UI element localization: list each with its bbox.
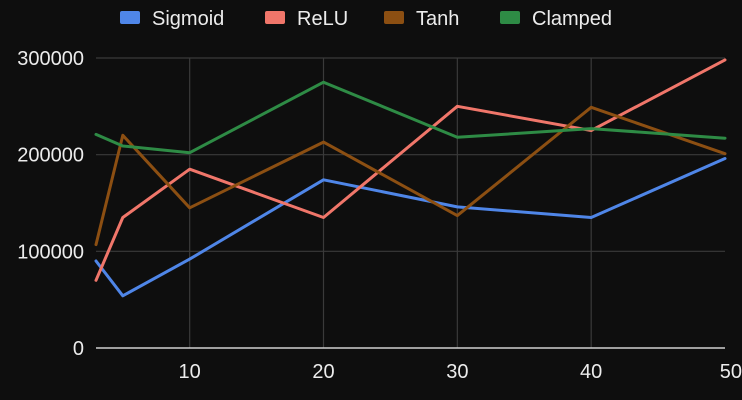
legend-swatch-tanh (384, 11, 404, 24)
y-tick-label: 300000 (17, 48, 84, 70)
series-line-relu[interactable] (94, 58, 727, 282)
legend-swatch-sigmoid (120, 11, 140, 24)
y-tick-label: 200000 (17, 145, 84, 167)
x-tick-label: 10 (179, 361, 201, 383)
legend-label-relu: ReLU (297, 8, 348, 30)
legend-label-sigmoid: Sigmoid (152, 8, 224, 30)
legend-swatch-relu (265, 11, 285, 24)
series-line-clamped[interactable] (94, 80, 727, 155)
series-line-tanh[interactable] (94, 105, 727, 247)
series-layer (94, 58, 727, 298)
x-tick-label: 30 (446, 361, 468, 383)
x-tick-label: 20 (312, 361, 334, 383)
grid-layer (96, 57, 725, 348)
legend-label-clamped: Clamped (532, 8, 612, 30)
y-tick-label: 0 (73, 338, 84, 360)
x-tick-label: 50 (720, 361, 742, 383)
series-line-sigmoid[interactable] (94, 157, 727, 298)
legend-label-tanh: Tanh (416, 8, 459, 30)
x-tick-label: 40 (580, 361, 602, 383)
legend-swatch-clamped (500, 11, 520, 24)
y-tick-label: 100000 (17, 241, 84, 263)
axis-layer: 0 100000 200000 300000 10 20 30 40 50 (17, 48, 742, 383)
legend: Sigmoid ReLU Tanh Clamped (120, 8, 612, 30)
